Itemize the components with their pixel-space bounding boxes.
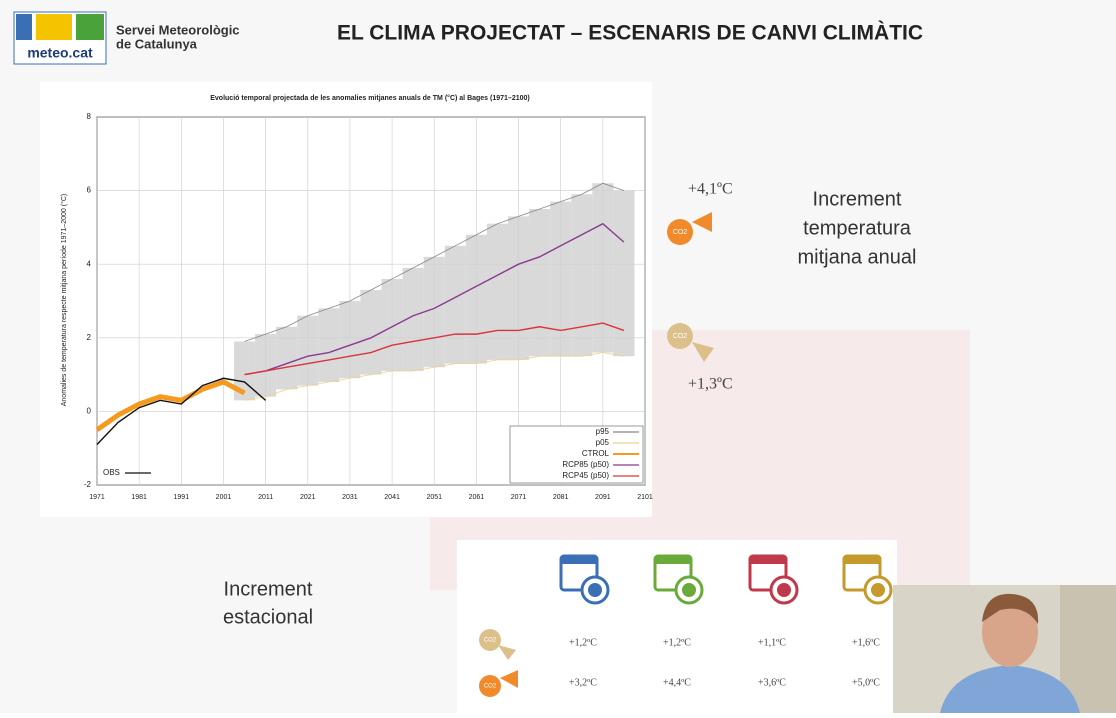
icon-text: CO2 [484,638,497,644]
logo-block [36,14,72,40]
x-tick-label: 2061 [469,494,485,501]
seasonal-value: +1,6ºC [852,637,880,648]
seasonal-value: +1,2ºC [663,637,691,648]
x-tick-label: 1981 [131,494,147,501]
range-band [571,194,592,356]
org-name: Servei Meteorològic [116,22,240,37]
calendar-top [844,556,880,564]
screen: meteo.cat Servei Meteorològic de Catalun… [0,0,1116,713]
y-tick-label: 0 [87,407,92,416]
x-tick-label: 2031 [342,494,358,501]
legend-label: OBS [103,468,120,477]
season-badge-core [777,583,791,597]
x-tick-label: 2041 [384,494,400,501]
x-tick-label: 2001 [216,494,232,501]
range-band [276,327,297,390]
y-axis-label: Anomalies de temperatura respecte mitjan… [60,194,68,407]
org-name: de Catalunya [116,36,198,51]
annual-label: temperatura [803,217,912,239]
chart-title: Evolució temporal projectada de les anom… [210,94,529,102]
logo: meteo.cat [14,12,106,64]
annual-label: Increment [813,188,902,210]
annual-label: mitjana anual [798,246,917,268]
x-tick-label: 2101 [637,494,653,501]
seasonal-value: +5,0ºC [852,677,880,688]
logo-block [16,14,32,40]
range-band [339,301,360,378]
seasonal-label: Increment [224,578,313,600]
icon-text: CO2 [673,333,688,340]
seasonal-label: estacional [223,606,313,628]
y-tick-label: 2 [87,333,92,342]
season-badge-core [588,583,602,597]
range-band [508,216,529,360]
range-band [445,246,466,364]
page: meteo.cat Servei Meteorològic de Catalun… [0,0,1116,718]
x-tick-label: 1991 [174,494,190,501]
x-tick-label: 2071 [511,494,527,501]
x-tick-label: 2021 [300,494,316,501]
y-tick-label: 4 [87,259,92,268]
seasonal-value: +3,6ºC [758,677,786,688]
seasonal-value: +4,4ºC [663,677,691,688]
seasonal-value: +1,1ºC [758,637,786,648]
annotation: +1,3ºC [688,376,733,393]
y-tick-label: 8 [87,112,92,121]
range-band [592,183,613,352]
range-band [529,209,550,356]
range-band [297,316,318,386]
x-tick-label: 1971 [89,494,105,501]
logo-text: meteo.cat [27,45,93,61]
legend-label: p95 [596,427,610,436]
annotation: +4,1ºC [688,181,733,198]
x-tick-label: 2011 [258,494,273,501]
legend-label: p05 [596,438,610,447]
icon-text: CO2 [484,684,497,690]
legend-label: RCP45 (p50) [562,471,609,480]
x-tick-label: 2091 [595,494,611,501]
range-band [466,235,487,364]
range-band [550,202,571,357]
legend-label: CTROL [582,449,610,458]
range-band [613,191,634,357]
season-badge-core [871,583,885,597]
range-band [255,334,276,397]
range-band [360,290,381,375]
range-band [382,279,403,371]
season-badge-core [682,583,696,597]
calendar-top [561,556,597,564]
calendar-top [655,556,691,564]
seasonal-value: +1,2ºC [569,637,597,648]
x-tick-label: 2051 [426,494,442,501]
legend-label: RCP85 (p50) [562,460,609,469]
range-band [487,224,508,360]
plot: -2 0 2 4 6 8 1971 1981 1991 2001 2011 2021 2031 2041 2… [84,112,653,501]
range-band [318,308,339,382]
icon-text: CO2 [673,229,688,236]
y-tick-label: -2 [84,480,92,489]
seasonal-value: +3,2ºC [569,677,597,688]
logo-block [76,14,104,40]
webcam [893,585,1116,713]
x-tick-label: 2081 [553,494,569,501]
calendar-top [750,556,786,564]
range-band [424,257,445,367]
y-tick-label: 6 [87,186,92,195]
slide-title: EL CLIMA PROJECTAT – ESCENARIS DE CANVI … [337,22,923,45]
